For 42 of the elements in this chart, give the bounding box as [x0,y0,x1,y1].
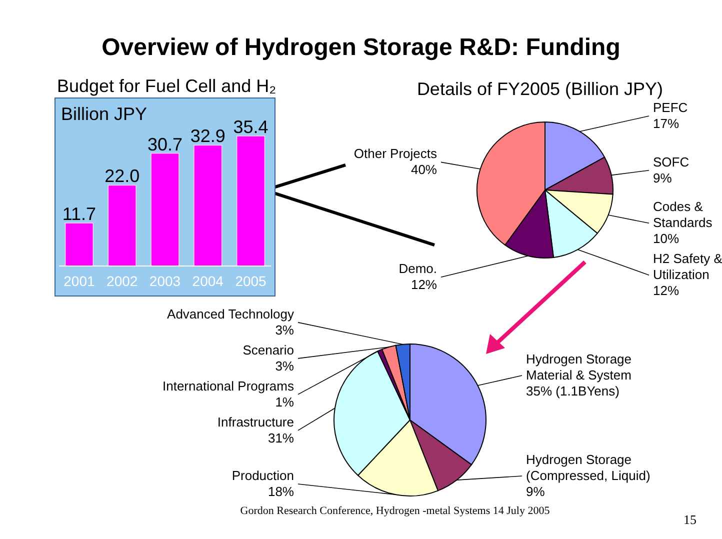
data-label: 35.4 [233,117,268,137]
slice-label: Hydrogen Storage (Compressed, Liquid) [526,452,650,483]
x-tick-label: 2002 [106,273,138,289]
data-label: 10% [653,231,680,246]
data-label: 9% [653,170,672,186]
data-label: 30.7 [147,134,183,154]
slice-label: H2 Safety & Utilization [653,251,722,282]
slice-label: PEFC [653,100,688,115]
data-label: 31% [268,430,294,446]
x-tick-label: 2001 [64,273,96,289]
data-label: 18% [268,484,294,499]
slice-label: Advanced Technology [167,306,294,322]
x-tick-label: 2003 [149,273,181,289]
data-label: 3% [275,322,294,338]
text: Gordon Research Conference, Hydrogen -metal Systems 14 July 2005 [240,505,550,517]
data-label: 1% [275,394,294,410]
data-label: 11.7 [62,204,96,224]
slice-label: International Programs [162,378,294,394]
slice-label: Codes & Standards [653,199,713,230]
slice-label: Other Projects [354,146,438,162]
data-label: 40% [410,162,438,178]
slice-label: SOFC [653,154,690,170]
data-label: 22.0 [104,166,140,186]
slice-label: Infrastructure [217,414,294,430]
data-label: 9% [526,484,546,499]
data-label: 12% [653,283,680,298]
data-label: 32.9 [190,126,226,146]
slice-label: Demo. [398,261,437,276]
data-label: 12% [410,277,438,292]
chart-subtitle: Budget for Fuel Cell and H₂ [57,76,276,96]
data-label: 35% (1.1BYens) [526,384,620,399]
slice-label: Hydrogen Storage Material & System [526,352,632,383]
chart-title: Details of FY2005 (Billion JPY) [416,79,664,99]
slice-label: Scenario [242,342,294,358]
x-tick-label: 2005 [235,273,267,289]
data-label: 17% [653,116,680,131]
x-tick-label: 2004 [192,273,224,289]
y-axis-title: Billion JPY [61,104,148,124]
text: 15 [684,512,696,527]
slice-label: Production [232,468,294,483]
text: Overview of Hydrogen Storage R&D: Funding [102,34,620,61]
data-label: 3% [275,358,294,374]
